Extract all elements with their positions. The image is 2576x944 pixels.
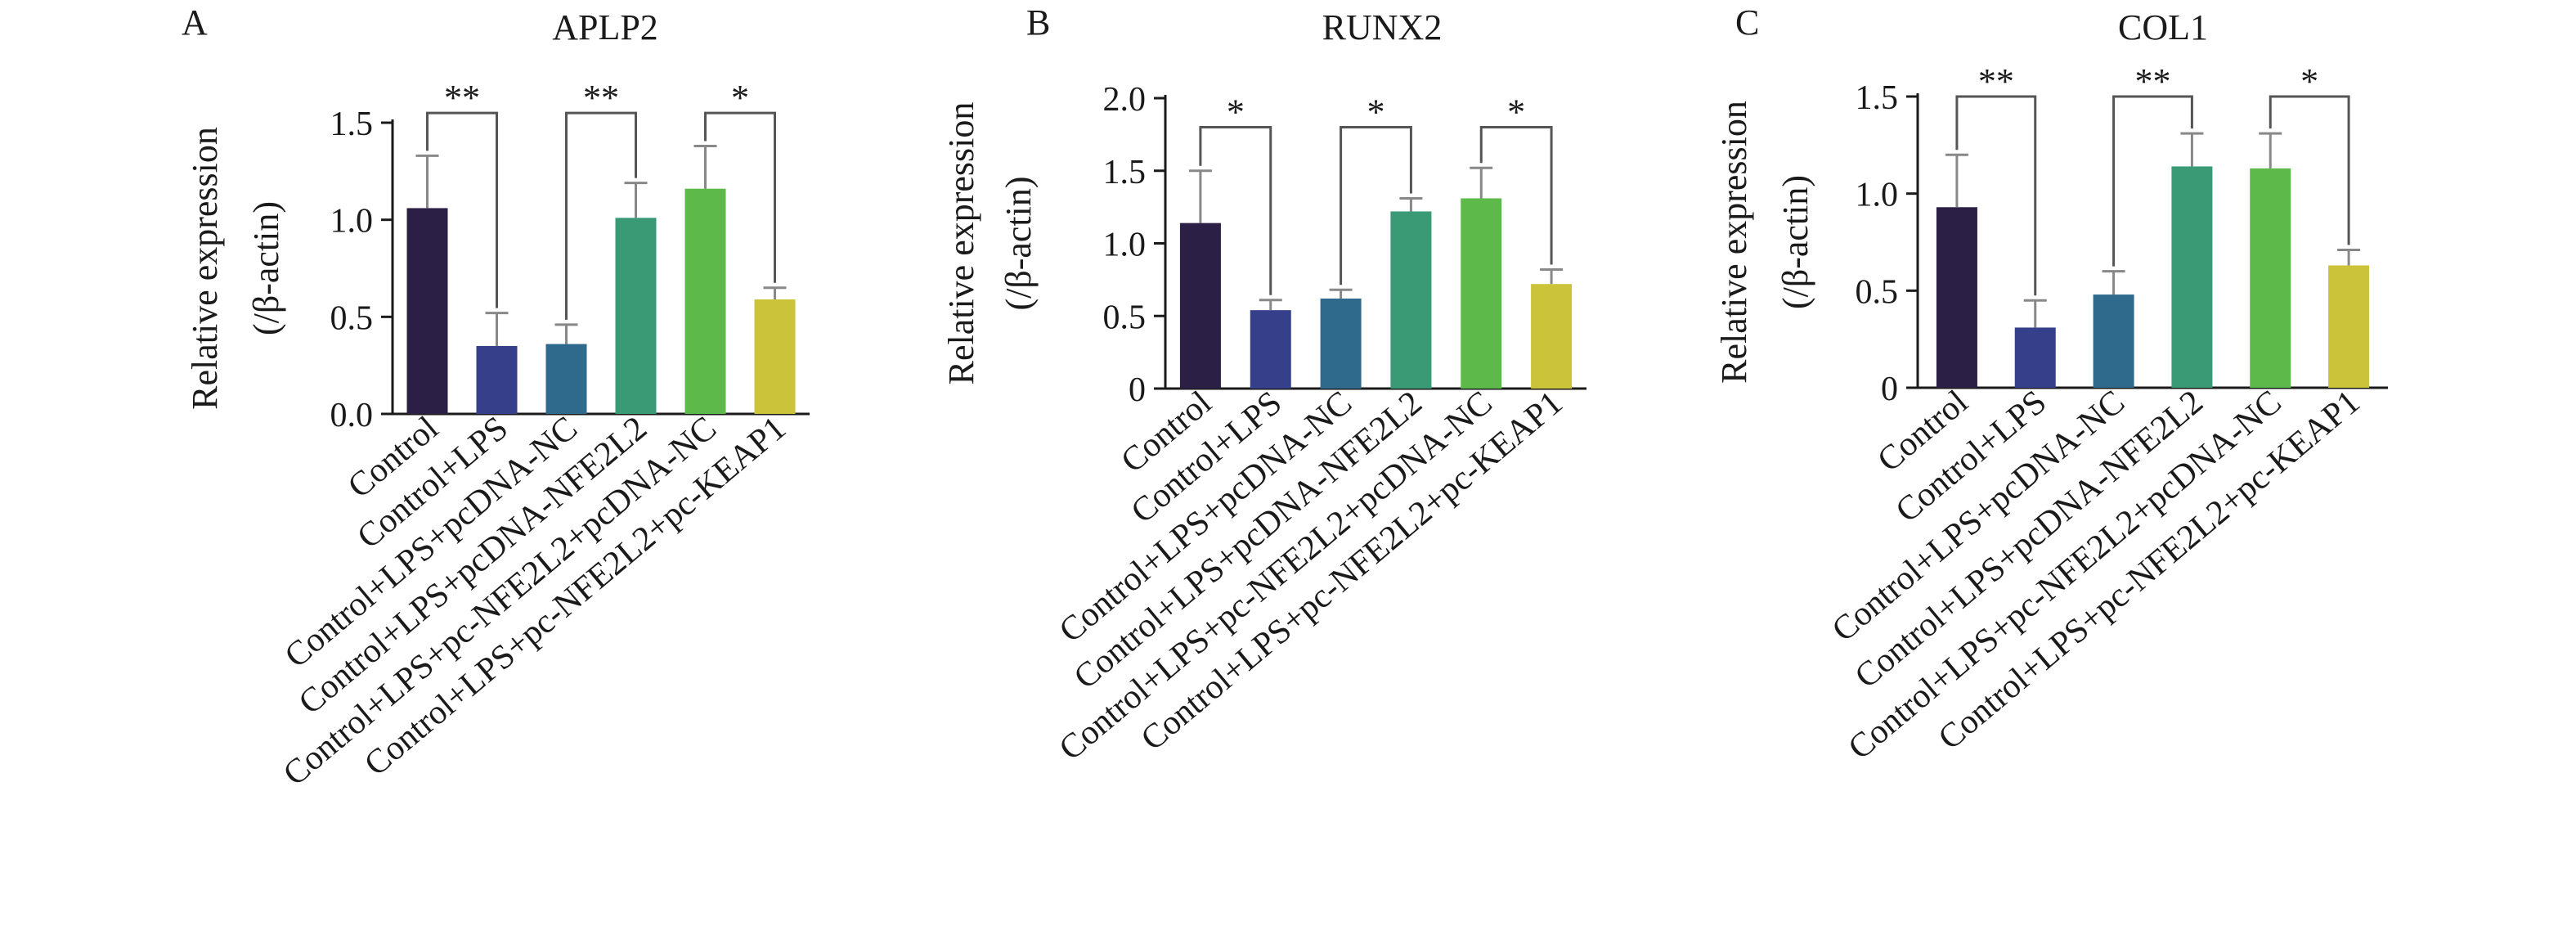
bar: [1320, 298, 1362, 389]
y-tick-label: 1.5: [1856, 79, 1899, 117]
panel-letter: B: [1026, 2, 1050, 43]
y-axis-label-units: (/β-actin): [246, 201, 286, 335]
bar: [2171, 166, 2213, 388]
significance-bracket: [1340, 126, 1412, 285]
bar: [1250, 310, 1291, 389]
y-tick-label: 1.5: [1103, 154, 1147, 191]
bar: [2014, 327, 2056, 388]
bar: [2093, 294, 2134, 388]
significance-label: **: [2135, 61, 2171, 101]
significance-label: **: [583, 78, 619, 118]
significance-label: *: [2300, 61, 2318, 101]
y-tick-label: 1.0: [1856, 177, 1899, 214]
panel-b: B RUNX2 Relative expression (/β-actin) 0 0.5 1…: [941, 2, 1586, 768]
panel-letter: C: [1735, 2, 1759, 43]
y-tick-label: 2.0: [1103, 81, 1147, 119]
y-tick-label: 0.0: [330, 397, 374, 434]
significance-label: *: [731, 78, 749, 118]
bar: [615, 218, 657, 414]
y-tick-label: 0: [1129, 371, 1146, 409]
bar: [2328, 265, 2370, 388]
bar: [1390, 211, 1432, 389]
bar: [754, 299, 796, 414]
y-tick-label: 0.5: [1856, 273, 1899, 311]
significance-bracket: [1199, 126, 1272, 295]
chart-title: APLP2: [552, 7, 658, 47]
bar: [545, 344, 587, 414]
bar: [2250, 168, 2291, 388]
significance-label: *: [1507, 92, 1525, 133]
bar: [476, 345, 518, 414]
y-axis-label-units: (/β-actin): [999, 176, 1039, 310]
significance-bracket: [565, 111, 637, 320]
chart-title: RUNX2: [1322, 7, 1443, 47]
significance-bracket: [426, 111, 498, 308]
significance-label: **: [444, 78, 480, 118]
chart-panels: A APLP2 Relative expression (/β-actin) 0.0 0.…: [182, 2, 2388, 793]
panel-c: C COL1 Relative expression (/β-actin) 0 0.5 1.…: [1714, 2, 2388, 767]
significance-label: **: [1978, 61, 2014, 101]
bar: [1936, 207, 1977, 388]
y-axis-label: Relative expression: [1714, 101, 1754, 384]
significance-bracket: [704, 111, 776, 283]
panel-letter: A: [182, 2, 208, 43]
y-axis-label: Relative expression: [185, 127, 225, 410]
y-axis-label: Relative expression: [941, 102, 981, 385]
significance-bracket: [2112, 95, 2193, 267]
bar: [1531, 284, 1573, 389]
chart-title: COL1: [2118, 7, 2208, 47]
significance-label: *: [1227, 92, 1245, 133]
bar: [406, 208, 448, 414]
y-tick-label: 0.5: [330, 299, 374, 337]
y-tick-label: 1.0: [1103, 227, 1147, 264]
significance-bracket: [2269, 95, 2350, 245]
y-axis-label-units: (/β-actin): [1775, 175, 1815, 309]
bar: [1461, 198, 1502, 389]
bar: [684, 188, 726, 414]
y-tick-label: 0: [1881, 371, 1898, 408]
panel-a: A APLP2 Relative expression (/β-actin) 0.0 0.…: [182, 2, 810, 793]
bar: [1179, 223, 1221, 389]
y-tick-label: 0.5: [1103, 299, 1147, 336]
y-tick-label: 1.5: [330, 106, 374, 143]
significance-bracket: [1479, 126, 1553, 265]
significance-label: *: [1367, 92, 1385, 133]
y-tick-label: 1.0: [330, 203, 374, 240]
significance-bracket: [1955, 95, 2037, 296]
